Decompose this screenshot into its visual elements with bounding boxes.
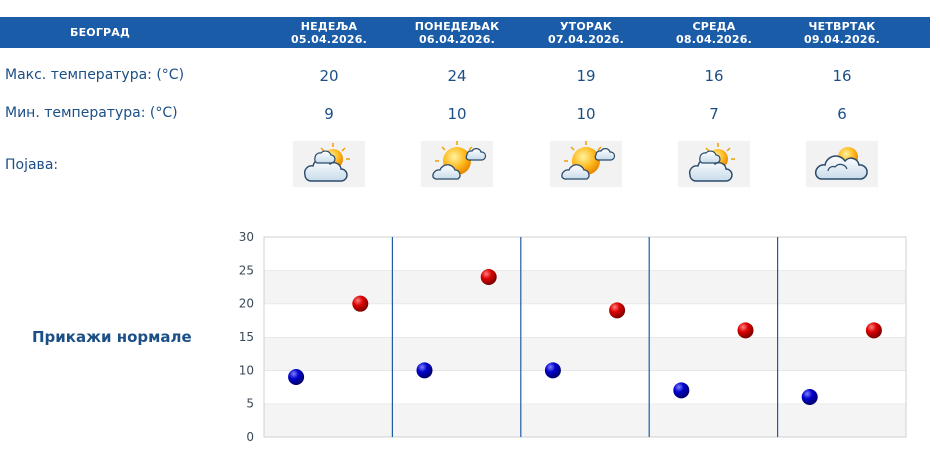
day-date: 07.04.2026. xyxy=(548,32,624,46)
partly-cloudy-sun-icon xyxy=(293,141,365,187)
day-name: СРЕДА xyxy=(692,19,736,33)
partly-cloudy-sun-icon xyxy=(678,141,750,187)
max-temp-value: 24 xyxy=(447,67,467,85)
y-tick-label: 10 xyxy=(239,363,254,377)
min-temp-value: 9 xyxy=(324,105,334,123)
min-temp-value: 10 xyxy=(447,105,467,123)
min-temp-label: Мин. температура: (°C) xyxy=(5,105,178,121)
grid-band xyxy=(264,270,906,304)
day-date: 09.04.2026. xyxy=(804,32,880,46)
city-name: БЕОГРАД xyxy=(69,26,131,39)
day-date: 05.04.2026. xyxy=(291,32,367,46)
grid-band xyxy=(264,303,906,337)
day-header: НЕДЕЉА 05.04.2026. xyxy=(265,17,393,48)
max-temp-marker xyxy=(480,269,497,285)
min-temp-value: 7 xyxy=(709,105,719,123)
y-tick-label: 20 xyxy=(239,297,254,311)
phenomenon-label: Појава: xyxy=(5,157,59,173)
max-temp-marker xyxy=(865,322,882,339)
max-temp-marker xyxy=(352,295,369,312)
min-temp-marker xyxy=(673,382,690,399)
max-temp-marker xyxy=(609,302,626,319)
y-tick-label: 30 xyxy=(239,230,254,244)
grid-band xyxy=(264,403,906,437)
day-date: 08.04.2026. xyxy=(676,32,752,46)
chart-grid xyxy=(263,236,907,438)
min-temp-marker xyxy=(544,362,561,379)
y-axis: 0 5 10 15 20 25 30 xyxy=(239,230,254,444)
min-temp-value: 6 xyxy=(837,105,847,123)
day-name: ЧЕТВРТАК xyxy=(808,19,876,33)
grid-band xyxy=(264,237,906,271)
max-temp-value: 16 xyxy=(704,67,724,85)
day-date: 06.04.2026. xyxy=(419,32,495,46)
day-header: ПОНЕДЕЉАК 06.04.2026. xyxy=(393,17,521,48)
max-temp-marker xyxy=(737,322,754,339)
day-name: ПОНЕДЕЉАК xyxy=(414,19,500,33)
day-name: УТОРАК xyxy=(559,19,613,33)
cloudy-sun-icon xyxy=(806,141,878,187)
y-tick-label: 0 xyxy=(246,430,254,444)
sunny-with-clouds-icon xyxy=(550,141,622,187)
min-temp-marker xyxy=(801,389,818,405)
y-tick-label: 15 xyxy=(239,330,254,344)
plot-frame xyxy=(263,236,907,438)
min-temp-value: 10 xyxy=(576,105,596,123)
grid-band xyxy=(264,370,906,404)
grid-band xyxy=(264,337,906,371)
day-header: СРЕДА 08.04.2026. xyxy=(650,17,778,48)
max-temp-value: 20 xyxy=(319,67,339,85)
chart-marks xyxy=(288,269,882,405)
day-header: УТОРАК 07.04.2026. xyxy=(522,17,650,48)
min-temp-marker xyxy=(416,362,433,379)
min-temp-marker xyxy=(288,369,305,385)
show-normals-button[interactable]: Прикажи нормале xyxy=(32,328,192,346)
y-tick-label: 25 xyxy=(239,263,254,277)
sunny-with-clouds-icon xyxy=(421,141,493,187)
max-temp-value: 16 xyxy=(832,67,852,85)
day-header: ЧЕТВРТАК 09.04.2026. xyxy=(778,17,906,48)
max-temp-value: 19 xyxy=(576,67,596,85)
day-name: НЕДЕЉА xyxy=(300,19,358,33)
max-temp-label: Макс. температура: (°C) xyxy=(5,67,185,83)
y-tick-label: 5 xyxy=(246,397,254,411)
forecast-header: БЕОГРАД НЕДЕЉА 05.04.2026. ПОНЕДЕЉАК 06.… xyxy=(0,17,930,48)
